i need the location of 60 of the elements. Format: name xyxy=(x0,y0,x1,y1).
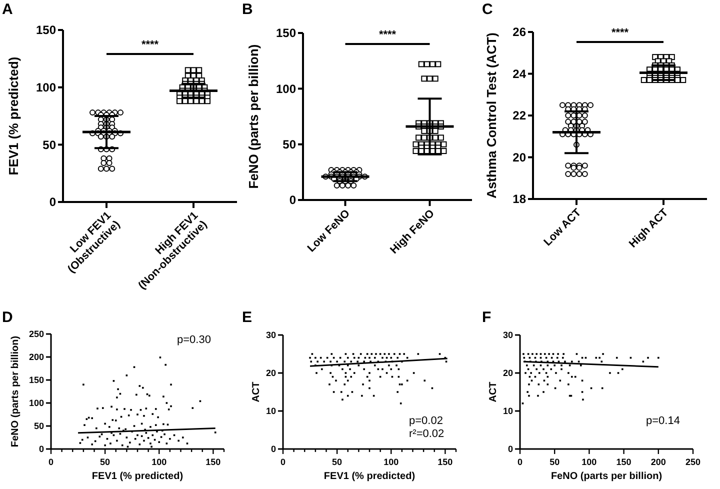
chart-title: A xyxy=(2,1,13,18)
y-tick-label: 250 xyxy=(28,329,44,340)
y-tick-label: 22 xyxy=(512,108,526,123)
chart-title: B xyxy=(242,1,253,18)
x-tick-label: 100 xyxy=(152,457,167,467)
annotation: p=0.14 xyxy=(646,415,680,427)
y-axis-title: FeNO (parts per billion) xyxy=(10,336,21,448)
y-tick-label: 30 xyxy=(266,330,276,340)
y-tick-label: 18 xyxy=(512,192,526,206)
x-tick-label: 150 xyxy=(438,457,453,467)
y-tick-label: 100 xyxy=(36,80,56,95)
y-tick-label: 30 xyxy=(502,330,513,340)
chart-title: E xyxy=(242,309,252,326)
annotation: **** xyxy=(611,27,630,39)
chart-title: C xyxy=(482,1,493,18)
y-tick-label: 20 xyxy=(266,368,276,378)
y-axis-title: Asthma Control Test (ACT) xyxy=(484,32,499,198)
x-axis-title: FeNO (parts per billion) xyxy=(550,471,662,482)
x-tick-label: 200 xyxy=(650,457,666,467)
y-tick-label: 24 xyxy=(512,66,526,81)
y-tick-label: 100 xyxy=(276,82,296,96)
x-axis-title: FEV1 (% predicted) xyxy=(92,471,184,482)
x-tick-label: 150 xyxy=(206,457,221,467)
y-tick-label: 0 xyxy=(49,195,56,210)
y-tick-label: 100 xyxy=(28,398,44,408)
y-tick-label: 50 xyxy=(34,421,44,432)
x-tick-label: 150 xyxy=(616,457,632,467)
x-axis-title: FEV1 (% predicted) xyxy=(324,471,416,482)
y-tick-label: 200 xyxy=(28,352,44,362)
x-tick-label: 50 xyxy=(550,457,560,467)
y-tick-label: 10 xyxy=(266,406,276,416)
x-tick-label: 250 xyxy=(685,457,701,467)
annotation: r²=0.02 xyxy=(409,428,444,440)
y-tick-label: 150 xyxy=(28,375,44,386)
y-tick-label: 50 xyxy=(282,138,296,152)
y-tick-label: 26 xyxy=(512,25,526,40)
x-tick-label: 50 xyxy=(332,457,342,467)
chart-title: F xyxy=(482,309,492,326)
y-tick-label: 0 xyxy=(508,444,513,454)
y-tick-label: 150 xyxy=(36,23,56,38)
y-axis-title: FeNO (parts per billion) xyxy=(246,44,261,189)
x-tick-label: 50 xyxy=(100,457,110,467)
y-tick-label: 0 xyxy=(289,193,296,208)
annotation: **** xyxy=(141,39,160,51)
chart-title: D xyxy=(2,309,13,326)
y-axis-title: ACT xyxy=(488,382,499,402)
x-tick-label: 100 xyxy=(384,457,399,467)
y-tick-label: 0 xyxy=(38,444,44,454)
y-axis-title: ACT xyxy=(251,382,262,402)
y-tick-label: 20 xyxy=(502,368,513,378)
y-tick-label: 20 xyxy=(512,150,526,164)
annotation: p=0.02 xyxy=(409,415,443,427)
annotation: **** xyxy=(378,29,397,41)
x-tick-label: 100 xyxy=(582,457,597,467)
y-tick-label: 150 xyxy=(276,26,296,40)
y-tick-label: 10 xyxy=(502,406,513,416)
y-tick-label: 0 xyxy=(270,444,276,454)
annotation: p=0.30 xyxy=(177,334,211,346)
y-axis-title: FEV1 (% predicted) xyxy=(6,56,21,176)
y-tick-label: 50 xyxy=(42,138,56,152)
